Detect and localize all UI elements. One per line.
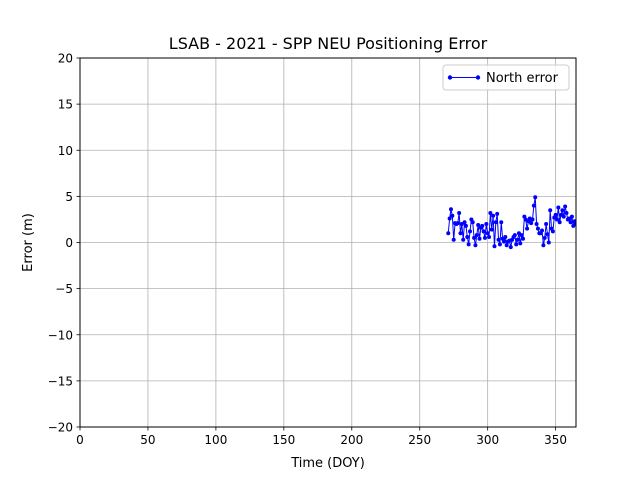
data-point [544, 222, 549, 227]
data-point [450, 213, 455, 218]
data-point [472, 235, 477, 240]
data-point [556, 205, 561, 210]
data-point [548, 208, 553, 213]
legend-marker-icon [447, 75, 453, 80]
data-point [540, 228, 545, 233]
legend-box [442, 64, 570, 91]
y-tick-label: 5 [65, 190, 73, 204]
data-point [482, 235, 487, 240]
x-tick-label: 0 [76, 433, 84, 447]
data-point [461, 237, 466, 242]
data-point [497, 242, 502, 247]
data-point [557, 220, 562, 225]
y-tick-label: 20 [58, 52, 73, 66]
data-point [492, 244, 497, 249]
x-tick-label: 100 [204, 433, 227, 447]
y-tick-label: −10 [48, 328, 73, 342]
data-point [493, 220, 498, 225]
data-point [451, 237, 456, 242]
data-point [529, 221, 534, 226]
data-point [458, 231, 463, 236]
data-point [446, 231, 451, 236]
y-tick-label: 10 [58, 144, 73, 158]
data-point [488, 210, 493, 215]
y-tick-label: 15 [58, 98, 73, 112]
y-axis-label: Error (m) [21, 213, 36, 272]
data-point [519, 233, 524, 238]
data-point [542, 235, 547, 240]
data-point [535, 226, 540, 231]
data-point [541, 243, 546, 248]
data-point [481, 229, 486, 234]
data-point [476, 222, 481, 227]
data-point [560, 208, 565, 213]
x-tick-label: 300 [476, 433, 499, 447]
data-point [462, 220, 467, 225]
data-point [473, 243, 478, 248]
data-point [525, 226, 530, 231]
x-tick-label: 350 [544, 433, 567, 447]
data-point [465, 234, 470, 239]
data-point [512, 233, 517, 238]
data-point [501, 239, 506, 244]
chart-title: LSAB - 2021 - SPP NEU Positioning Error [169, 34, 488, 53]
data-point [564, 210, 569, 215]
data-point [484, 222, 489, 227]
data-point [521, 236, 526, 241]
y-tick-label: −5 [55, 282, 73, 296]
data-point [499, 220, 504, 225]
data-point [518, 241, 523, 246]
data-point [546, 240, 551, 245]
data-point [534, 222, 539, 227]
data-point [554, 217, 559, 222]
data-point [545, 232, 550, 237]
data-point [448, 207, 453, 212]
data-point [447, 216, 452, 221]
data-layer [446, 195, 576, 250]
x-tick-label: 250 [408, 433, 431, 447]
data-point [561, 214, 566, 219]
data-point [487, 234, 492, 239]
data-point [496, 237, 501, 242]
y-tick-label: 0 [65, 236, 73, 250]
data-point [530, 217, 535, 222]
data-point [455, 221, 460, 226]
data-point [470, 220, 475, 225]
data-point [495, 211, 500, 216]
legend-marker-icon [475, 75, 481, 80]
y-tick-label: −20 [48, 421, 73, 435]
data-point [515, 237, 520, 242]
x-tick-label: 150 [272, 433, 295, 447]
data-point [474, 233, 479, 238]
data-point [468, 229, 473, 234]
data-point [568, 220, 573, 225]
x-tick-label: 50 [140, 433, 155, 447]
data-point [531, 203, 536, 208]
data-point [508, 245, 513, 250]
data-point [463, 223, 468, 228]
data-point [550, 229, 555, 234]
data-point [569, 214, 574, 219]
y-tick-label: −15 [48, 374, 73, 388]
data-point [504, 243, 509, 248]
legend: North error [442, 64, 570, 91]
ticks: 0 50 100 150 200 250 300 350 −20 −15 −10 −5 0 5 10 15 20 [48, 52, 567, 448]
data-point [489, 227, 494, 232]
data-point [485, 231, 490, 236]
data-point [480, 223, 485, 228]
data-point [553, 212, 558, 217]
data-point [533, 195, 538, 200]
legend-label: North error [486, 71, 559, 86]
data-point [503, 234, 508, 239]
data-point [477, 236, 482, 241]
data-point [514, 242, 519, 247]
data-point [466, 242, 471, 247]
x-tick-label: 200 [340, 433, 363, 447]
data-point [563, 204, 568, 209]
data-point [491, 213, 496, 218]
x-axis-label: Time (DOY) [290, 456, 365, 471]
data-point [457, 210, 462, 215]
